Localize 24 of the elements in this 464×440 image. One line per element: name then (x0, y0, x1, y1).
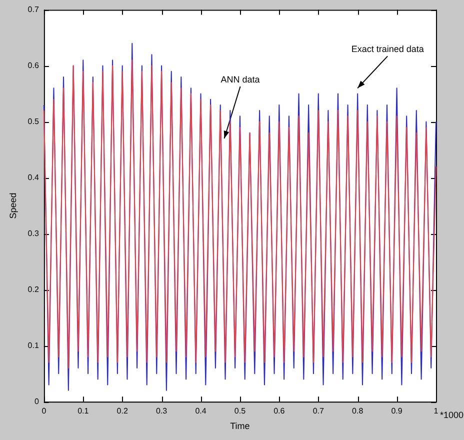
y-tick-label: 0 (34, 396, 40, 406)
x-tick-label: 0.1 (78, 406, 90, 416)
y-tick-label: 0.1 (28, 340, 40, 350)
y-tick-label: 0.2 (28, 284, 40, 294)
y-tick-label: 0.6 (28, 60, 40, 70)
x-tick-label: 0.2 (116, 406, 128, 416)
y-tick-label: 0.4 (28, 172, 40, 182)
x-tick-label: 0 (42, 406, 47, 416)
annotation: ANN data (220, 74, 260, 85)
y-tick-label: 0.3 (28, 228, 40, 238)
y-axis-title: Speed (8, 192, 18, 219)
x-tick-label: 0.7 (312, 406, 324, 416)
x-axis-title: Time (230, 421, 250, 432)
x-tick-label: 0.3 (156, 406, 168, 416)
x-tick-label: 1 (434, 406, 439, 416)
text: *1000 (440, 410, 464, 420)
x-tick-label: 0.5 (234, 406, 246, 416)
x-tick-label: 0.6 (274, 406, 286, 416)
x-tick-label: 0.9 (391, 406, 403, 416)
x-tick-label: 0.4 (195, 406, 207, 416)
x-tick-label: 0.8 (352, 406, 364, 416)
y-tick-label: 0.7 (28, 5, 40, 14)
y-tick-label: 0.5 (28, 116, 40, 126)
annotation: Exact trained data (351, 44, 424, 54)
